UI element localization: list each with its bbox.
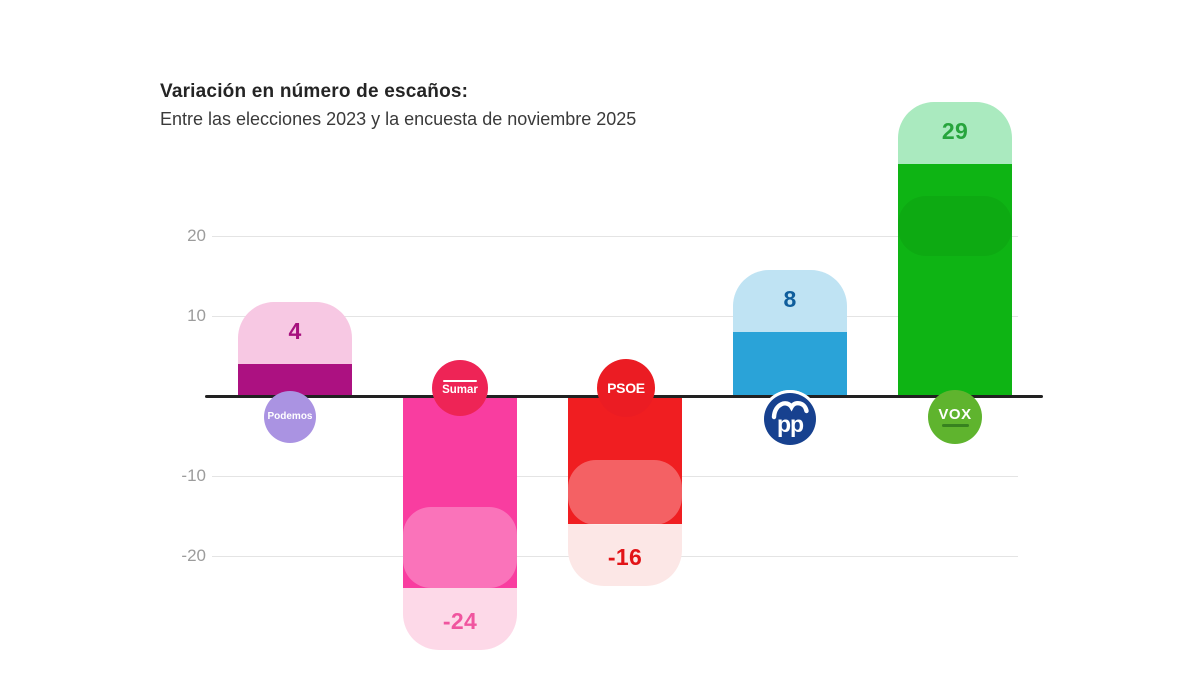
bar-value-label: -16 (607, 544, 643, 570)
pp-logo-icon: pp (761, 390, 819, 448)
bar-gloss (568, 460, 682, 525)
chart-subtitle: Entre las elecciones 2023 y la encuesta … (160, 109, 637, 129)
vox-logo-subtext-strip (941, 423, 969, 428)
party-badge-label: Sumar (442, 383, 478, 396)
sumar-logo: Sumar (432, 360, 488, 416)
bar-vox (898, 164, 1012, 396)
bar-value-label: 4 (288, 318, 302, 344)
bar-psoe (568, 396, 682, 524)
y-axis-tick-label: -20 (181, 546, 206, 565)
svg-text:pp: pp (777, 411, 804, 437)
party-badge-label: PSOE (607, 380, 645, 396)
y-axis-tick-label: 10 (187, 306, 206, 325)
party-badge-label: Podemos (267, 411, 313, 422)
bar-value-label: -24 (442, 608, 478, 634)
gridline (212, 235, 1018, 237)
bar-gloss (898, 196, 1012, 256)
bar-value-label: 8 (783, 286, 797, 312)
chart-title: Variación en número de escaños: (160, 81, 469, 102)
sumar-logo-topline (443, 379, 477, 383)
bar-sumar (403, 396, 517, 588)
party-badge-label: VOX (938, 405, 972, 423)
bar-value-label: 29 (941, 118, 969, 144)
psoe-logo: PSOE (597, 359, 655, 417)
gridline (212, 315, 1018, 317)
pp-logo: pp (761, 390, 819, 448)
podemos-logo: Podemos (264, 391, 316, 443)
bar-gloss (403, 507, 517, 588)
y-axis-tick-label: 20 (187, 226, 206, 245)
vox-logo: VOX (928, 390, 982, 444)
bar-podemos (238, 364, 352, 396)
y-axis-tick-label: -10 (181, 466, 206, 485)
bar-pp (733, 332, 847, 396)
